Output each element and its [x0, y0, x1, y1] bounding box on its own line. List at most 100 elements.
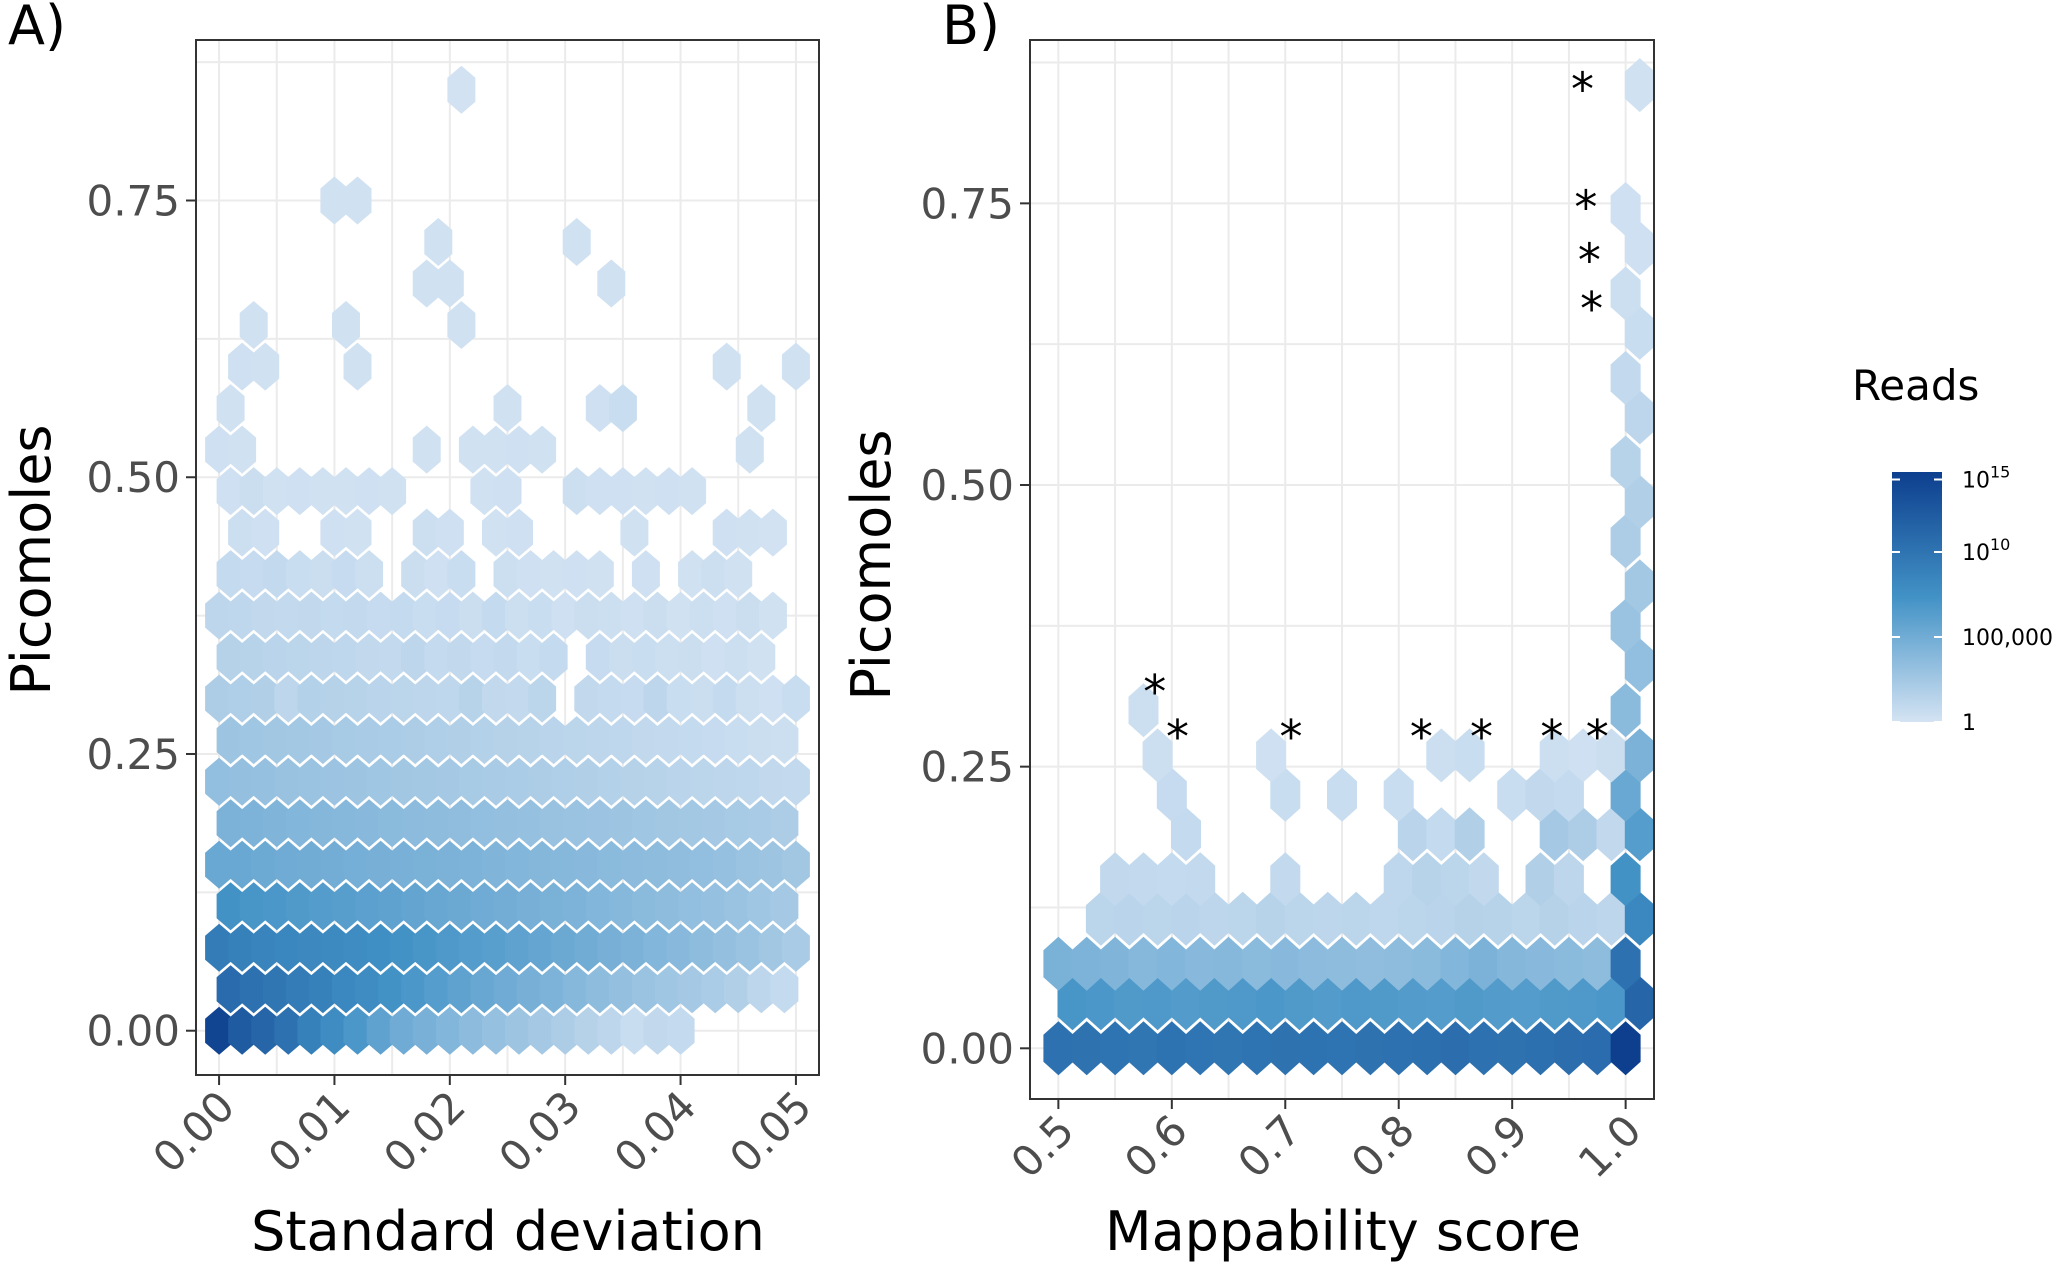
a-hex-cell — [378, 882, 407, 931]
b-hex-cell — [1454, 728, 1485, 783]
a-hex-cell — [735, 425, 764, 474]
a-hex-cell — [620, 508, 649, 557]
a-hex-cell — [228, 342, 257, 391]
a-hex-cell — [493, 965, 522, 1014]
a-hex-cell — [505, 757, 533, 806]
b-hex-cell — [1610, 598, 1641, 653]
a-hex-cell — [631, 550, 660, 599]
a-hex-cell — [251, 757, 280, 806]
a-x-tick-label: 0.02 — [374, 1081, 475, 1182]
a-hex-cell — [343, 840, 372, 889]
b-hex-cell — [1426, 891, 1457, 946]
a-hex-cell — [378, 799, 407, 848]
a-hex-cell — [655, 633, 683, 682]
a-hex-cell — [458, 1006, 487, 1055]
a-hex-cell — [585, 965, 614, 1014]
a-hex-cell — [389, 923, 418, 972]
b-hex-cell — [1468, 852, 1499, 907]
a-hex-cell — [401, 716, 430, 765]
a-hex-cell — [758, 757, 787, 806]
a-hex-cell — [562, 218, 591, 266]
b-hex-cell — [1596, 976, 1627, 1031]
b-hex-cell — [1256, 728, 1287, 783]
a-hex-cell — [274, 1006, 303, 1055]
a-hex-cell — [470, 467, 499, 516]
a-hex-cell — [655, 965, 683, 1014]
b-hex-cell — [1511, 976, 1542, 1031]
a-hex-cell — [562, 965, 591, 1014]
b-hex-cell — [1142, 728, 1173, 783]
a-hex-cell — [447, 965, 476, 1014]
a-hex-cell — [516, 965, 545, 1014]
a-hex-cell — [701, 633, 730, 682]
b-hex-cell — [1610, 351, 1641, 405]
a-hex-cell — [205, 923, 234, 972]
a-hex-cell — [239, 467, 268, 516]
b-hex-cell — [1610, 514, 1641, 569]
a-hex-cell — [678, 882, 707, 931]
a-hex-cell — [493, 633, 522, 682]
b-hex-cell — [1057, 976, 1088, 1031]
a-hex-cell — [251, 1006, 280, 1055]
b-hex-cell — [1624, 976, 1655, 1031]
a-hex-cell — [678, 965, 707, 1014]
a-hex-cell — [424, 716, 453, 765]
b-hex-cell — [1312, 976, 1343, 1031]
b-hex-cell — [1497, 767, 1528, 822]
b-hex-cell — [1610, 266, 1641, 321]
a-hex-cell — [666, 757, 695, 806]
a-y-tick-label: 0.00 — [86, 1007, 180, 1056]
b-hex-cell — [1539, 807, 1570, 862]
b-hex-cell — [1185, 1021, 1216, 1076]
b-hex-cell — [1397, 891, 1428, 946]
b-hex-cell — [1327, 1021, 1357, 1076]
a-hex-cell — [585, 882, 614, 931]
a-hex-cell — [528, 674, 557, 723]
a-hex-cell — [539, 965, 568, 1014]
a-x-tick-label: 0.03 — [489, 1081, 590, 1182]
a-hex-cell — [689, 757, 718, 806]
panel-a-plot-border — [195, 39, 820, 1076]
a-hex-cell — [539, 882, 568, 931]
a-hex-cell — [528, 757, 557, 806]
a-hex-cell — [597, 923, 626, 972]
a-hex-cell — [320, 1006, 349, 1055]
a-hex-cell — [447, 633, 476, 682]
a-hex-cell — [585, 633, 614, 682]
a-hex-cell — [781, 342, 810, 391]
b-annotation-star: * — [1470, 710, 1493, 764]
a-hex-cell — [770, 716, 799, 765]
a-hex-cell — [608, 965, 637, 1014]
a-hex-cell — [505, 1006, 533, 1055]
a-hex-cell — [216, 633, 245, 682]
a-hex-cell — [781, 840, 810, 889]
a-hex-cell — [262, 467, 291, 516]
a-hex-cell — [343, 591, 372, 640]
b-annotation-star: * — [1279, 710, 1302, 764]
a-hex-cell — [482, 508, 510, 557]
a-hex-cell — [747, 633, 776, 682]
a-hex-cell — [412, 840, 441, 889]
a-hex-cell — [747, 799, 776, 848]
a-hex-cell — [724, 550, 753, 599]
a-hex-cell — [608, 799, 637, 848]
b-hex-cell — [1468, 1021, 1499, 1076]
legend-colorbar — [1892, 472, 1942, 722]
b-hex-cell — [1525, 936, 1556, 991]
a-hex-cell — [343, 342, 372, 391]
a-hex-cell — [308, 550, 337, 599]
b-x-tick-label: 0.5 — [1002, 1105, 1084, 1187]
a-hex-cell — [228, 425, 257, 474]
b-y-tick-label: 0.75 — [920, 179, 1014, 228]
legend-ticks: 1015 1010 100,000 1 — [1892, 463, 2053, 736]
a-hex-cell — [781, 674, 810, 723]
b-hex-cell — [1539, 891, 1570, 946]
a-hex-cell — [781, 923, 810, 972]
a-x-tick-label: 0.04 — [605, 1081, 706, 1182]
b-hex-cell — [1341, 891, 1372, 946]
b-hex-cell — [1624, 221, 1655, 276]
a-hex-cell — [412, 508, 441, 557]
a-hex-cell — [239, 716, 268, 765]
a-x-tick-label: 0.05 — [720, 1081, 821, 1182]
a-hex-cell — [482, 840, 510, 889]
